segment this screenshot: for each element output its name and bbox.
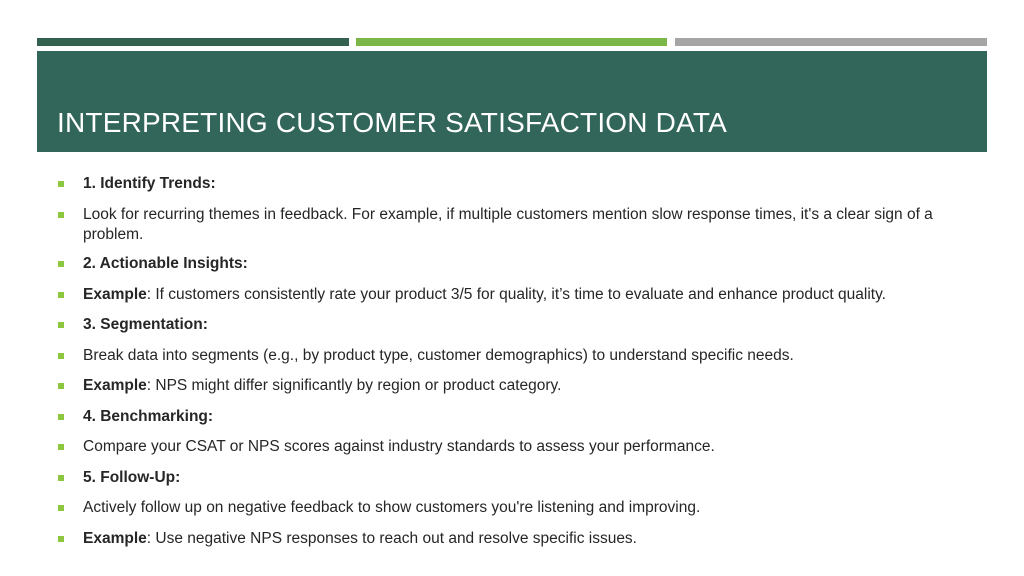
- list-item: Look for recurring themes in feedback. F…: [57, 205, 972, 245]
- list-item: 1. Identify Trends:: [57, 174, 972, 194]
- item-text: Look for recurring themes in feedback. F…: [83, 205, 933, 243]
- square-bullet-icon: [58, 261, 64, 267]
- square-bullet-icon: [58, 474, 64, 481]
- square-bullet-icon: [58, 322, 64, 328]
- square-bullet-icon: [58, 413, 64, 420]
- item-bold: 1. Identify Trends:: [83, 175, 216, 192]
- item-text: Compare your CSAT or NPS scores against …: [83, 438, 715, 455]
- list-item: Example: If customers consistently rate …: [57, 285, 972, 305]
- list-item: 4. Benchmarking:: [57, 407, 972, 427]
- square-bullet-icon: [58, 181, 64, 187]
- list-item: Compare your CSAT or NPS scores against …: [57, 437, 972, 457]
- slide-title: INTERPRETING CUSTOMER SATISFACTION DATA: [57, 107, 727, 138]
- list-item: 5. Follow-Up:: [57, 468, 972, 488]
- item-text: : If customers consistently rate your pr…: [146, 285, 886, 303]
- square-bullet-icon: [58, 444, 64, 450]
- item-bold: 2. Actionable Insights:: [83, 255, 248, 272]
- item-text: : Use negative NPS responses to reach ou…: [146, 529, 637, 547]
- square-bullet-icon: [58, 383, 64, 389]
- item-bold: 4. Benchmarking:: [83, 407, 214, 425]
- item-text: Actively follow up on negative feedback …: [83, 499, 701, 516]
- list-item: Actively follow up on negative feedback …: [57, 498, 972, 518]
- square-bullet-icon: [58, 291, 64, 298]
- list-item: Example: NPS might differ significantly …: [57, 376, 972, 396]
- square-bullet-icon: [58, 211, 64, 218]
- item-text: : NPS might differ significantly by regi…: [146, 377, 562, 394]
- square-bullet-icon: [58, 352, 64, 359]
- accent-bar-gray: [675, 38, 987, 46]
- list-item: Break data into segments (e.g., by produ…: [57, 346, 972, 366]
- item-bold: 3. Segmentation:: [83, 316, 208, 333]
- accent-bar-dark: [37, 38, 349, 46]
- item-bold: Example: [83, 377, 147, 394]
- list-item: 2. Actionable Insights:: [57, 254, 972, 274]
- accent-bar-green: [356, 38, 667, 46]
- item-bold: Example: [83, 285, 147, 303]
- square-bullet-icon: [58, 505, 64, 511]
- square-bullet-icon: [58, 535, 64, 542]
- item-bold: Example: [83, 529, 147, 547]
- title-band: INTERPRETING CUSTOMER SATISFACTION DATA: [37, 51, 987, 152]
- list-item: Example: Use negative NPS responses to r…: [57, 529, 972, 549]
- item-text: Break data into segments (e.g., by produ…: [83, 346, 794, 364]
- item-bold: 5. Follow-Up:: [83, 468, 181, 486]
- list-item: 3. Segmentation:: [57, 315, 972, 335]
- bullet-list: 1. Identify Trends: Look for recurring t…: [57, 174, 972, 559]
